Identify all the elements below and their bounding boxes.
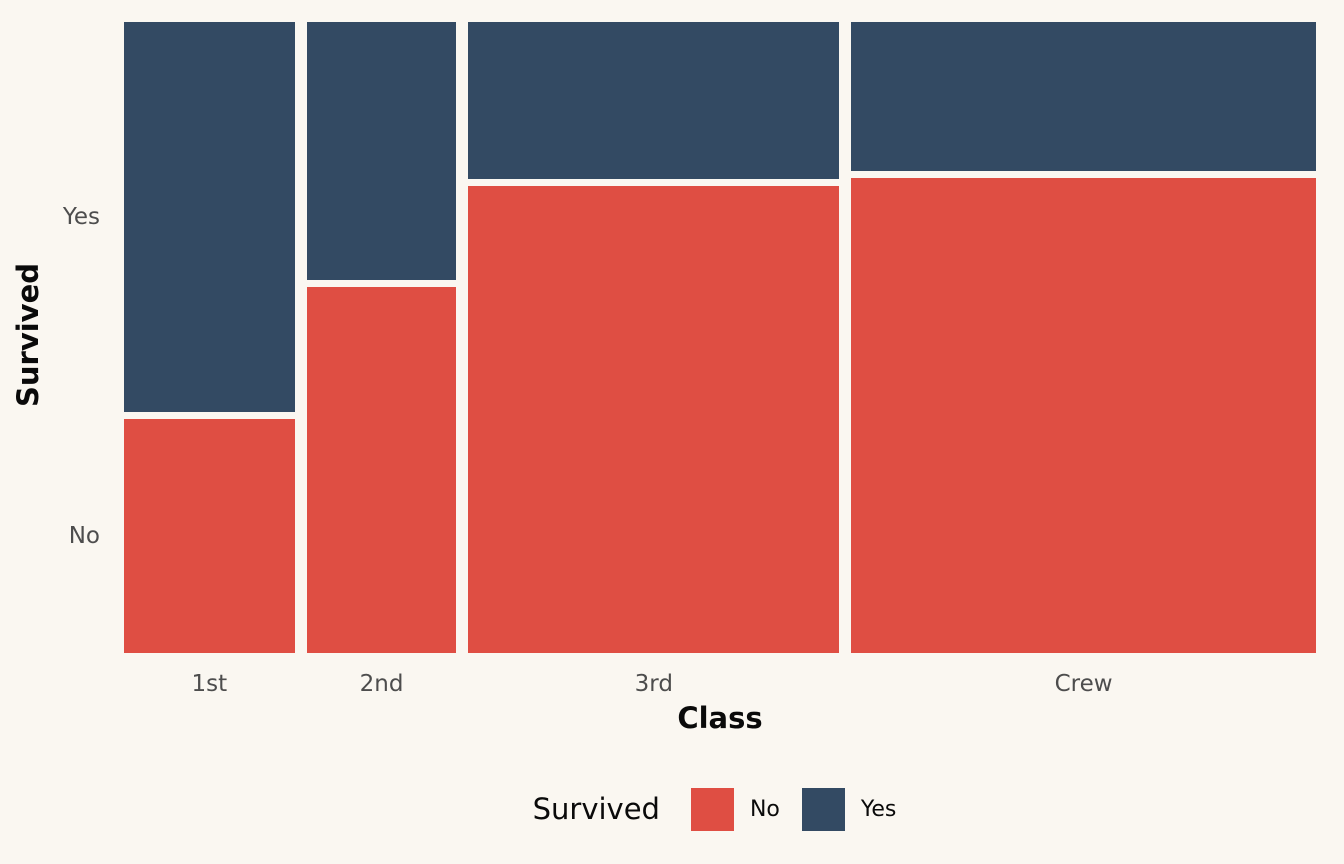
x-axis-ticks: 1st 2nd 3rd Crew xyxy=(124,667,1316,701)
y-tick-label-yes: Yes xyxy=(62,203,100,230)
plot-area xyxy=(124,22,1316,653)
y-axis-ticks: Yes No xyxy=(0,22,100,653)
mosaic-segment-3rd-yes xyxy=(468,22,840,180)
mosaic-segment-3rd-no xyxy=(468,186,840,653)
x-tick-label-1st: 1st xyxy=(191,671,228,697)
mosaic-segment-1st-no xyxy=(124,418,295,653)
x-tick-label-3rd: 3rd xyxy=(634,671,673,697)
mosaic-segment-1st-yes xyxy=(124,22,295,412)
legend-swatch-yes-icon xyxy=(801,787,845,831)
legend-item-yes: Yes xyxy=(801,787,897,831)
mosaic-segment-2nd-yes xyxy=(306,22,457,281)
mosaic-segment-2nd-no xyxy=(306,287,457,653)
x-tick-label-crew: Crew xyxy=(1054,671,1113,697)
mosaic-segment-crew-yes xyxy=(851,22,1316,172)
legend-label-yes: Yes xyxy=(860,796,897,822)
legend-swatch-no-icon xyxy=(690,787,734,831)
x-tick-label-2nd: 2nd xyxy=(359,671,404,697)
legend-label-no: No xyxy=(749,796,780,822)
mosaic-segment-crew-no xyxy=(851,178,1316,653)
legend-item-no: No xyxy=(690,787,780,831)
y-tick-label-no: No xyxy=(68,522,100,549)
legend-title: Survived xyxy=(532,792,660,826)
x-axis-title: Class xyxy=(677,701,763,735)
legend: Survived No Yes xyxy=(124,785,1316,833)
